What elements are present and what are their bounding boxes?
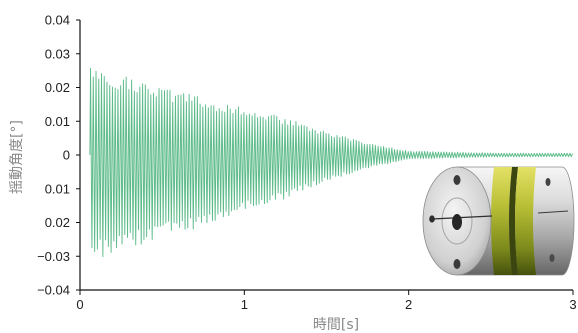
- right-hub-slit: [537, 210, 569, 214]
- y-tick-label: 0.01: [45, 181, 70, 196]
- bolt-hole: [453, 175, 461, 185]
- coupling-disc-right: [515, 167, 536, 275]
- right-hub-bolt-hole: [545, 178, 551, 186]
- y-tick-label: 0.03: [45, 46, 70, 61]
- y-tick-label: 0: [63, 148, 70, 163]
- x-tick-label: 0: [76, 297, 83, 312]
- coupling-body-details: [491, 167, 569, 275]
- clamp-slit: [431, 215, 493, 220]
- y-tick-label: 0.02: [45, 215, 70, 230]
- hub-ring: [441, 197, 473, 245]
- x-axis-ticks: 0 1 2 3: [76, 290, 577, 312]
- y-axis-ticks: 0.04 0.03 0.02 0.01 0 0.01 0.02 −0.03 −0.04: [37, 13, 80, 298]
- shaft-bore: [452, 214, 462, 230]
- y-axis-title: 揺動角度[°]: [9, 120, 25, 194]
- x-tick-label: 1: [241, 297, 248, 312]
- x-tick-label: 3: [569, 297, 576, 312]
- coupling-disc-left: [491, 167, 512, 275]
- coupling-photo: [422, 166, 575, 276]
- y-tick-label: 0.01: [45, 114, 70, 129]
- clamp-screw-hole: [429, 215, 435, 223]
- right-hub-bolt-hole: [549, 254, 555, 262]
- signal-series: [89, 67, 574, 258]
- y-tick-label: −0.03: [37, 249, 70, 264]
- y-tick-label: 0.04: [45, 13, 70, 28]
- x-tick-label: 2: [405, 297, 412, 312]
- y-tick-label: −0.04: [37, 283, 70, 298]
- x-axis-title: 時間[s]: [313, 317, 359, 333]
- bolt-hole: [453, 259, 461, 269]
- y-tick-label: 0.02: [45, 80, 70, 95]
- signal-line: [89, 67, 574, 258]
